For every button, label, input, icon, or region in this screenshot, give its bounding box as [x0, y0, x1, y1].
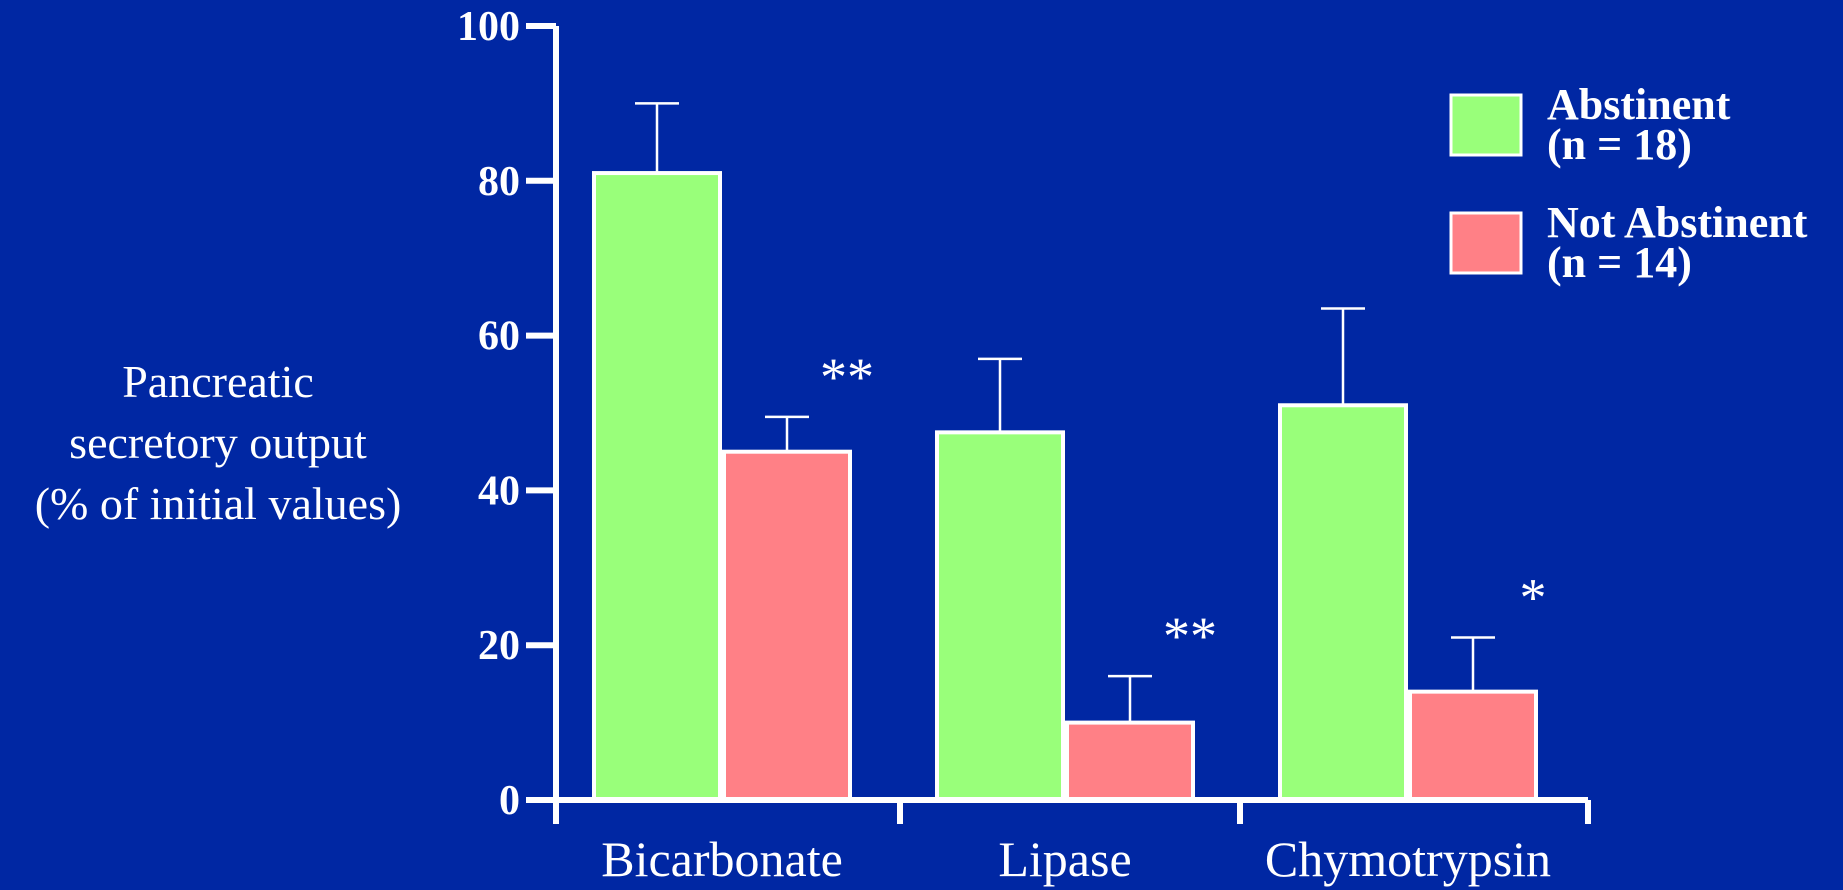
significance-markers: *****: [820, 347, 1547, 666]
legend-swatch: [1449, 211, 1523, 275]
x-category-label: Chymotrypsin: [1265, 831, 1551, 887]
legend-label: (n = 14): [1547, 238, 1692, 287]
legend-label: Not Abstinent: [1547, 198, 1808, 247]
bar-not-abstinent-lipase: [1065, 720, 1195, 802]
bar-not-abstinent-bicarbonate: [722, 449, 852, 802]
axes: [553, 26, 1591, 824]
legend: Abstinent(n = 18) Not Abstinent(n = 14): [1449, 80, 1808, 287]
x-axis-labels: Bicarbonate Lipase Chymotrypsin: [601, 831, 1551, 887]
bar-abstinent-chymotrypsin: [1278, 403, 1408, 802]
significance-marker: *: [1520, 567, 1547, 627]
y-tick-label: 0: [499, 778, 520, 824]
y-tick-label: 80: [478, 159, 520, 205]
bar-abstinent-lipase: [935, 430, 1065, 802]
legend-label: (n = 18): [1547, 120, 1692, 169]
y-axis-title: Pancreatic secretory output (% of initial …: [35, 356, 402, 529]
legend-label: Abstinent: [1547, 80, 1731, 129]
y-axis-title-line: (% of initial values): [35, 478, 402, 529]
x-category-label: Bicarbonate: [601, 831, 843, 887]
bar-not-abstinent-chymotrypsin: [1408, 689, 1538, 803]
x-category-label: Lipase: [998, 831, 1131, 887]
y-tick-label: 60: [478, 314, 520, 360]
y-tick-label: 20: [478, 623, 520, 669]
significance-marker: **: [1163, 606, 1217, 666]
y-tick-label: 40: [478, 468, 520, 514]
y-axis-title-line: Pancreatic: [122, 356, 314, 407]
y-axis-title-line: secretory output: [69, 417, 367, 468]
significance-marker: **: [820, 347, 874, 407]
legend-swatch: [1449, 93, 1523, 157]
y-tick-label: 100: [457, 4, 520, 50]
bars: [592, 171, 1538, 803]
bar-abstinent-bicarbonate: [592, 171, 722, 802]
error-bars: [635, 102, 1495, 723]
y-axis-ticks: 0 20 40 60 80 100: [457, 4, 556, 824]
